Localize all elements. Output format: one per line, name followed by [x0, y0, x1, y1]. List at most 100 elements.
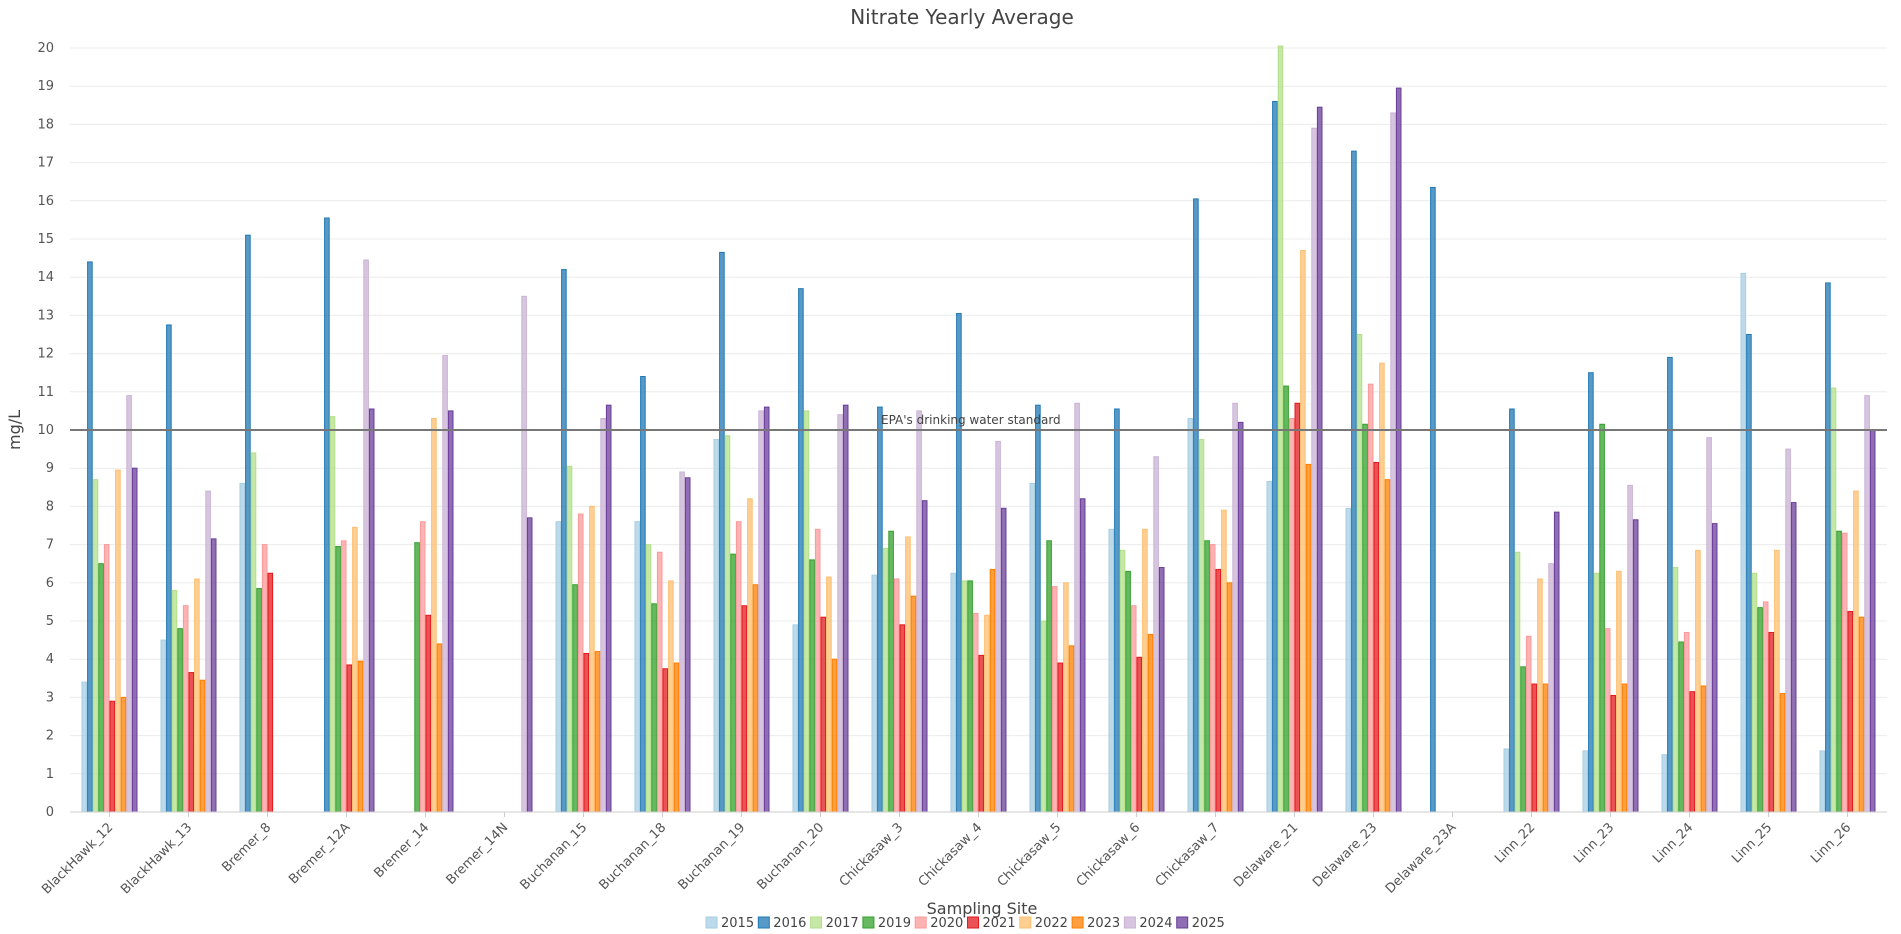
bar-Chickasaw_5-2017[interactable]: [1040, 620, 1047, 813]
bar-BlackHawk_12-2019[interactable]: [98, 563, 104, 813]
bar-Chickasaw_7-2024[interactable]: [1232, 402, 1238, 813]
bar-Linn_23-2017[interactable]: [1593, 572, 1600, 813]
bar-Chickasaw_6-2016[interactable]: [1114, 408, 1120, 813]
bar-BlackHawk_12-2017[interactable]: [92, 479, 99, 813]
bar-Chickasaw_6-2020[interactable]: [1130, 605, 1137, 813]
bar-Chickasaw_5-2016[interactable]: [1035, 404, 1041, 813]
bar-Chickasaw_3-2015[interactable]: [871, 574, 878, 813]
bar-Linn_25-2023[interactable]: [1779, 693, 1786, 813]
bar-Buchanan_19-2019[interactable]: [730, 553, 736, 813]
bar-BlackHawk_12-2023[interactable]: [120, 696, 127, 813]
bar-Delaware_21-2025[interactable]: [1316, 106, 1323, 813]
bar-Chickasaw_5-2025[interactable]: [1079, 498, 1086, 813]
bar-Chickasaw_7-2023[interactable]: [1226, 582, 1233, 813]
bar-Delaware_23-2015[interactable]: [1345, 507, 1352, 813]
bar-Delaware_23-2017[interactable]: [1356, 334, 1363, 813]
bar-Buchanan_20-2025[interactable]: [842, 404, 849, 813]
bar-Buchanan_18-2024[interactable]: [679, 471, 685, 813]
bar-Linn_22-2020[interactable]: [1525, 635, 1532, 813]
bar-Bremer_8-2015[interactable]: [239, 482, 246, 813]
bar-BlackHawk_13-2015[interactable]: [160, 639, 167, 813]
bar-Bremer_8-2021[interactable]: [267, 572, 274, 813]
bar-Buchanan_20-2023[interactable]: [831, 658, 838, 813]
bar-Linn_25-2020[interactable]: [1762, 601, 1769, 813]
bar-Linn_25-2019[interactable]: [1757, 607, 1763, 813]
bar-Bremer_14-2019[interactable]: [414, 542, 420, 813]
bar-Linn_26-2023[interactable]: [1858, 616, 1865, 813]
bar-Linn_23-2025[interactable]: [1632, 519, 1639, 813]
bar-BlackHawk_13-2025[interactable]: [210, 538, 217, 813]
bar-Buchanan_15-2024[interactable]: [600, 418, 606, 813]
bar-Buchanan_19-2023[interactable]: [752, 584, 759, 813]
bar-Buchanan_18-2025[interactable]: [684, 477, 691, 813]
bar-Linn_26-2024[interactable]: [1864, 395, 1870, 813]
bar-Linn_23-2021[interactable]: [1610, 694, 1617, 813]
bar-Buchanan_15-2016[interactable]: [561, 269, 567, 813]
bar-Linn_25-2022[interactable]: [1774, 549, 1780, 813]
bar-Delaware_21-2015[interactable]: [1266, 481, 1273, 813]
bar-Buchanan_18-2015[interactable]: [634, 521, 641, 813]
bar-Buchanan_18-2023[interactable]: [673, 662, 680, 813]
bar-BlackHawk_13-2024[interactable]: [205, 490, 211, 813]
bar-Delaware_23A-2016[interactable]: [1430, 186, 1436, 813]
bar-Linn_25-2016[interactable]: [1746, 334, 1752, 813]
bar-Delaware_23-2024[interactable]: [1390, 112, 1396, 813]
bar-Linn_24-2025[interactable]: [1711, 523, 1718, 813]
bar-Linn_22-2017[interactable]: [1514, 551, 1521, 813]
bar-Delaware_21-2020[interactable]: [1288, 418, 1295, 813]
bar-Linn_22-2023[interactable]: [1542, 683, 1549, 813]
bar-Delaware_23-2020[interactable]: [1367, 383, 1374, 813]
bar-Chickasaw_5-2023[interactable]: [1068, 645, 1075, 813]
bar-Bremer_14N-2025[interactable]: [526, 517, 533, 813]
bar-Linn_24-2023[interactable]: [1700, 685, 1707, 813]
bar-Linn_24-2024[interactable]: [1706, 437, 1712, 813]
bar-BlackHawk_13-2021[interactable]: [188, 672, 195, 813]
bar-Buchanan_15-2021[interactable]: [583, 652, 590, 813]
bar-Chickasaw_7-2016[interactable]: [1193, 198, 1199, 813]
bar-Chickasaw_7-2021[interactable]: [1215, 568, 1222, 813]
bar-Linn_23-2019[interactable]: [1599, 423, 1605, 813]
bar-Linn_25-2025[interactable]: [1790, 502, 1797, 813]
bar-Linn_24-2015[interactable]: [1661, 754, 1668, 813]
bar-Linn_22-2025[interactable]: [1553, 511, 1560, 813]
bar-Chickasaw_4-2023[interactable]: [989, 568, 996, 813]
bar-Chickasaw_4-2015[interactable]: [950, 572, 957, 813]
bar-Bremer_14-2020[interactable]: [419, 521, 426, 813]
bar-Buchanan_18-2016[interactable]: [640, 376, 646, 813]
bar-Chickasaw_3-2020[interactable]: [893, 578, 900, 813]
bar-BlackHawk_12-2022[interactable]: [115, 469, 121, 813]
bar-BlackHawk_12-2024[interactable]: [126, 395, 132, 813]
legend-item-2024[interactable]: 2024: [1123, 916, 1172, 931]
bar-Chickasaw_6-2023[interactable]: [1147, 633, 1154, 813]
bar-Linn_25-2021[interactable]: [1768, 631, 1775, 813]
bar-Chickasaw_3-2023[interactable]: [910, 595, 917, 813]
bar-Chickasaw_7-2020[interactable]: [1209, 544, 1216, 813]
bar-Linn_26-2015[interactable]: [1819, 750, 1826, 813]
bar-Chickasaw_4-2025[interactable]: [1000, 507, 1007, 813]
bar-Bremer_12A-2019[interactable]: [335, 546, 341, 813]
bar-Chickasaw_6-2021[interactable]: [1136, 656, 1143, 813]
bar-BlackHawk_13-2023[interactable]: [199, 679, 206, 813]
bar-Buchanan_20-2019[interactable]: [809, 559, 815, 813]
legend-item-2019[interactable]: 2019: [862, 916, 911, 931]
legend-item-2021[interactable]: 2021: [967, 916, 1016, 931]
bar-Chickasaw_6-2025[interactable]: [1158, 567, 1165, 813]
bar-Delaware_23-2019[interactable]: [1362, 423, 1368, 813]
bar-Chickasaw_5-2019[interactable]: [1046, 540, 1052, 813]
bar-Delaware_21-2019[interactable]: [1283, 385, 1289, 813]
bar-Buchanan_20-2016[interactable]: [798, 288, 804, 813]
bar-Linn_24-2016[interactable]: [1667, 356, 1673, 813]
bar-Linn_23-2020[interactable]: [1604, 628, 1611, 813]
bar-Buchanan_20-2021[interactable]: [820, 616, 827, 813]
bar-Delaware_21-2024[interactable]: [1311, 127, 1317, 813]
bar-Chickasaw_7-2017[interactable]: [1198, 439, 1205, 813]
bar-Buchanan_19-2022[interactable]: [747, 498, 753, 813]
bar-Bremer_8-2017[interactable]: [250, 452, 257, 813]
bar-Chickasaw_3-2025[interactable]: [921, 500, 928, 813]
bar-Chickasaw_6-2019[interactable]: [1125, 570, 1131, 813]
bar-Chickasaw_4-2024[interactable]: [995, 440, 1001, 813]
bar-Chickasaw_5-2015[interactable]: [1029, 482, 1036, 813]
bar-Buchanan_20-2022[interactable]: [826, 576, 832, 813]
bar-Bremer_12A-2024[interactable]: [363, 259, 369, 813]
bar-Delaware_21-2023[interactable]: [1305, 463, 1312, 813]
